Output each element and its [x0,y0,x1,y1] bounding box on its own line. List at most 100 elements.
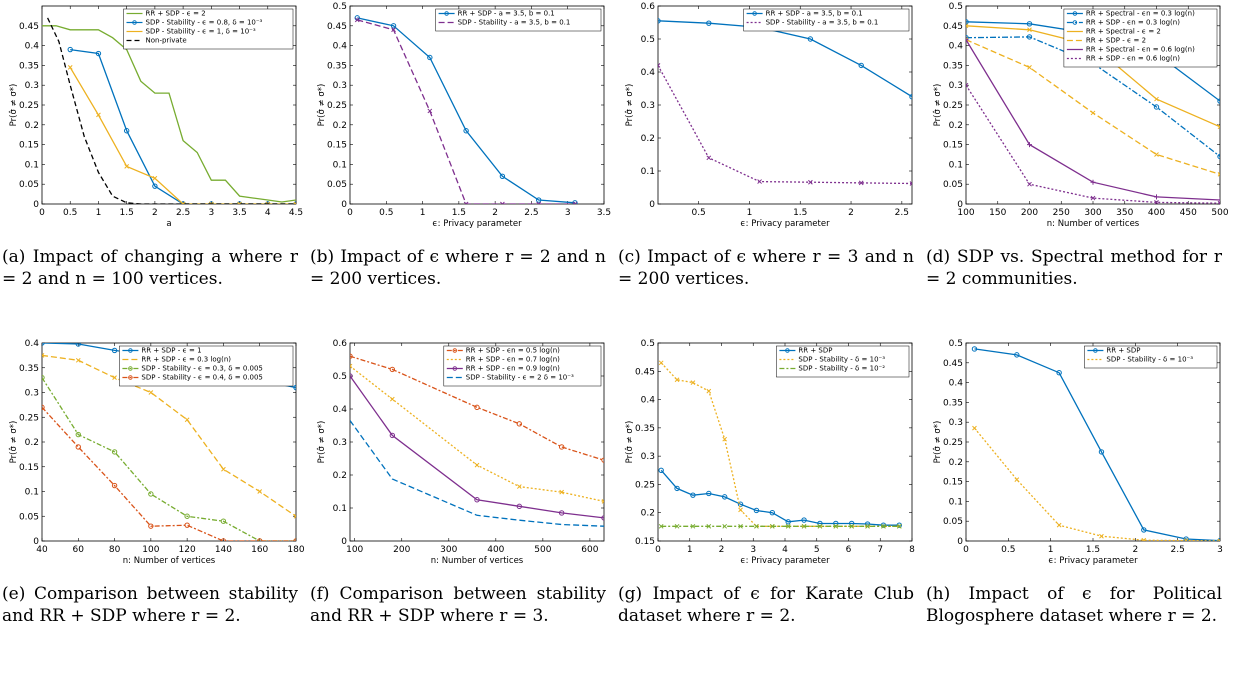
data-point [706,388,712,394]
data-point [184,522,190,528]
data-point [474,404,480,411]
legend-marker [128,348,133,353]
legend-label: RR + SDP - ϵn = 0.7 log(n) [466,356,560,364]
data-point [1217,538,1220,541]
data-point [389,396,395,402]
y-tick-label: 0.3 [949,418,963,428]
x-tick-label: 3 [208,208,214,218]
data-point [674,377,680,383]
y-tick-label: 0.2 [333,471,347,481]
x-axis-label: a [166,219,171,229]
series-1 [658,63,912,186]
x-tick-label: 350 [1116,208,1133,218]
panel-g: 0 1 2 3 4 5 6 7 8 0.15 0.2 0.25 0.3 0.35 0.4 0.45 0.5 ϵ: … [616,337,916,674]
x-tick-label: 80 [109,545,121,555]
legend-marker [444,11,449,16]
data-point [690,492,696,498]
x-tick-label: 0 [39,208,45,218]
data-point [42,404,45,411]
data-point [909,94,912,100]
y-tick-label: 0.45 [943,22,963,32]
series-line [42,354,296,517]
legend-label: RR + SDP - ϵn = 0.9 log(n) [466,365,560,373]
y-tick-label: 0.3 [641,452,655,462]
data-point [499,173,506,179]
y-tick-label: 0.3 [333,81,347,91]
x-tick-label: 1 [420,208,426,218]
y-tick-label: 0.35 [19,364,39,374]
data-point [293,201,296,204]
series-0 [350,353,604,463]
data-point [1014,352,1020,358]
series-0 [354,15,578,204]
data-point [722,523,728,529]
y-tick-label: 0.05 [19,512,39,522]
data-point [966,19,969,25]
data-point [737,501,744,507]
x-tick-label: 2 [1132,545,1138,555]
data-point [474,497,480,503]
series-line [660,362,900,527]
y-tick-label: 0.4 [333,42,348,52]
data-point [75,343,81,347]
y-tick-label: 0.5 [641,339,655,349]
series-line [350,375,604,519]
series-1 [42,353,296,519]
x-tick-label: 1 [687,545,693,555]
y-tick-label: 0.05 [19,180,39,190]
legend-label: RR + SDP - ϵ = 0.3 log(n) [141,356,231,364]
data-point [706,523,712,529]
data-point [738,507,743,513]
x-tick-label: 400 [1148,208,1165,218]
y-tick-label: 0.25 [943,101,963,111]
y-tick-label: 0.35 [943,398,963,408]
series-line [658,20,912,98]
x-tick-label: 2.5 [895,208,909,218]
y-tick-label: 0.35 [327,61,347,71]
data-point [389,432,396,439]
series-1 [67,46,296,204]
y-tick-label: 0.15 [635,537,655,547]
legend-box [743,8,910,32]
series-line [350,420,604,527]
data-point [896,523,902,529]
y-axis-label: Pr(σ̂ ≠ σ*) [932,421,943,464]
series-2 [350,373,604,521]
data-point [966,37,969,43]
y-tick-label: 0.2 [949,121,963,131]
x-tick-label: 8 [909,545,915,555]
caption-b: (b) Impact of ϵ where r = 2 and n = 200 … [310,247,606,289]
data-point [1099,533,1104,539]
y-tick-label: 0 [957,537,963,547]
legend-label: RR + SDP [798,347,832,355]
y-tick-label: 0.1 [25,488,39,498]
x-tick-label: 4.5 [289,208,303,218]
y-tick-label: 0.5 [333,2,347,12]
data-point [801,523,807,529]
y-tick-label: 0.4 [949,42,964,52]
y-tick-label: 0.25 [635,480,655,490]
legend-box [1084,345,1218,369]
x-tick-label: 100 [142,545,159,555]
legend-label: Non-private [146,37,187,45]
series-3 [42,404,296,541]
x-tick-label: 4 [782,545,788,555]
legend-label: RR + Spectral - ϵn = 0.3 log(n) [1086,10,1195,18]
x-tick-label: 500 [534,545,551,555]
data-point [1154,194,1159,200]
data-point [909,181,912,186]
data-point [75,444,81,450]
data-point [769,510,776,516]
x-tick-label: 0.5 [1001,545,1015,555]
data-point [257,538,263,541]
x-tick-label: 40 [36,545,48,555]
data-point [966,34,969,41]
caption-c: (c) Impact of ϵ where r = 3 and n = 200 … [618,247,914,289]
x-tick-label: 7 [877,545,883,555]
y-tick-label: 0.6 [641,2,656,12]
y-axis-label: Pr(σ̂ ≠ σ*) [8,421,19,464]
data-point [95,50,102,57]
series-line [974,348,1220,541]
x-tick-label: 150 [989,208,1006,218]
